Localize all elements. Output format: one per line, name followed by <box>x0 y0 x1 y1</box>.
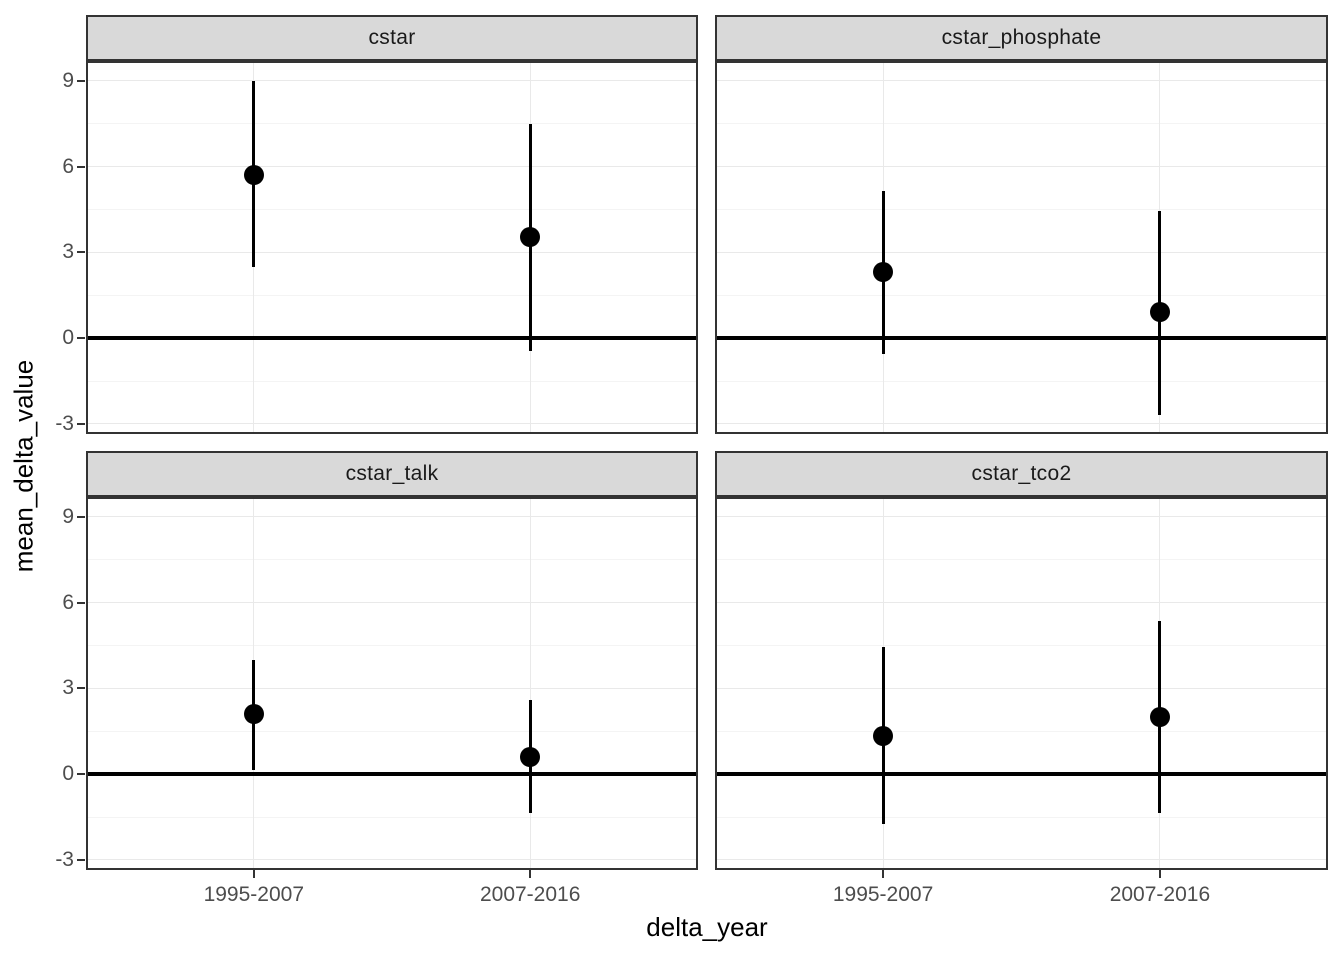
y-axis-title: mean_delta_value <box>8 359 39 573</box>
facet-panel-cstar-talk <box>86 497 698 870</box>
facet-panel-cstar-phosphate <box>715 61 1328 434</box>
gridline-minor <box>717 559 1326 561</box>
y-tick-mark <box>77 251 85 254</box>
gridline-minor <box>717 208 1326 210</box>
gridline-minor <box>88 294 696 296</box>
y-tick-label: -3 <box>55 411 74 435</box>
gridline-major <box>88 166 696 168</box>
facet-strip-cstar: cstar <box>86 15 698 61</box>
gridline-minor <box>88 644 696 646</box>
facet-panel-cstar <box>86 61 698 434</box>
x-tick-mark <box>529 870 532 878</box>
data-point <box>1149 302 1170 323</box>
y-tick-label: 6 <box>62 154 74 178</box>
y-tick-label: 6 <box>62 590 74 614</box>
facet-strip-cstar-phosphate: cstar_phosphate <box>715 15 1328 61</box>
x-tick-label: 2007-2016 <box>479 883 581 906</box>
gridline-major <box>717 423 1326 425</box>
y-tick-label: 9 <box>62 504 74 528</box>
y-tick-label: 3 <box>62 240 74 264</box>
x-axis-title: delta_year <box>646 912 768 942</box>
y-tick-label: 9 <box>62 68 74 92</box>
gridline-minor <box>88 380 696 382</box>
data-point <box>243 165 264 186</box>
gridline-major <box>717 251 1326 253</box>
data-point <box>873 262 894 283</box>
gridline-major <box>717 859 1326 861</box>
x-tick-label: 1995-2007 <box>832 883 934 906</box>
gridline-minor <box>717 294 1326 296</box>
y-tick-mark <box>77 165 85 168</box>
gridline-category <box>529 499 531 868</box>
gridline-minor <box>717 123 1326 125</box>
facet-strip-cstar-talk: cstar_talk <box>86 451 698 497</box>
data-point <box>1149 706 1170 727</box>
gridline-minor <box>88 730 696 732</box>
y-tick-mark <box>77 337 85 340</box>
y-tick-label: 0 <box>62 762 74 786</box>
facet-label: cstar_phosphate <box>941 26 1102 49</box>
gridline-major <box>717 516 1326 518</box>
gridline-major <box>88 251 696 253</box>
gridline-minor <box>88 208 696 210</box>
data-point <box>873 725 894 746</box>
facet-label: cstar_tco2 <box>971 462 1072 485</box>
y-tick-mark <box>77 773 85 776</box>
zero-reference-line <box>88 336 696 341</box>
gridline-minor <box>717 380 1326 382</box>
gridline-minor <box>88 816 696 818</box>
gridline-minor <box>717 730 1326 732</box>
y-tick-mark <box>77 687 85 690</box>
data-point <box>243 704 264 725</box>
y-tick-label: -3 <box>55 847 74 871</box>
y-tick-mark <box>77 422 85 425</box>
gridline-major <box>717 166 1326 168</box>
zero-reference-line <box>717 336 1326 341</box>
y-tick-mark <box>77 79 85 82</box>
x-tick-label: 2007-2016 <box>1109 883 1211 906</box>
gridline-minor <box>717 816 1326 818</box>
data-point <box>520 747 541 767</box>
y-tick-mark <box>77 601 85 604</box>
facet-label: cstar_talk <box>345 462 439 485</box>
gridline-major <box>88 859 696 861</box>
x-tick-mark <box>1158 870 1161 878</box>
gridline-major <box>717 687 1326 689</box>
x-tick-label: 1995-2007 <box>203 883 305 906</box>
y-tick-mark <box>77 858 85 861</box>
y-tick-mark <box>77 515 85 518</box>
x-tick-mark <box>252 870 255 878</box>
gridline-major <box>717 80 1326 82</box>
gridline-minor <box>88 559 696 561</box>
facet-panel-cstar-tco2 <box>715 497 1328 870</box>
gridline-minor <box>88 123 696 125</box>
gridline-major <box>88 80 696 82</box>
zero-reference-line <box>717 772 1326 777</box>
y-tick-label: 0 <box>62 326 74 350</box>
x-tick-mark <box>882 870 885 878</box>
gridline-major <box>717 602 1326 604</box>
facet-label: cstar <box>368 26 416 49</box>
gridline-major <box>88 516 696 518</box>
y-tick-label: 3 <box>62 676 74 700</box>
zero-reference-line <box>88 772 696 777</box>
gridline-major <box>88 602 696 604</box>
facet-strip-cstar-tco2: cstar_tco2 <box>715 451 1328 497</box>
data-point <box>520 226 541 247</box>
gridline-major <box>88 687 696 689</box>
gridline-major <box>88 423 696 425</box>
gridline-minor <box>717 644 1326 646</box>
